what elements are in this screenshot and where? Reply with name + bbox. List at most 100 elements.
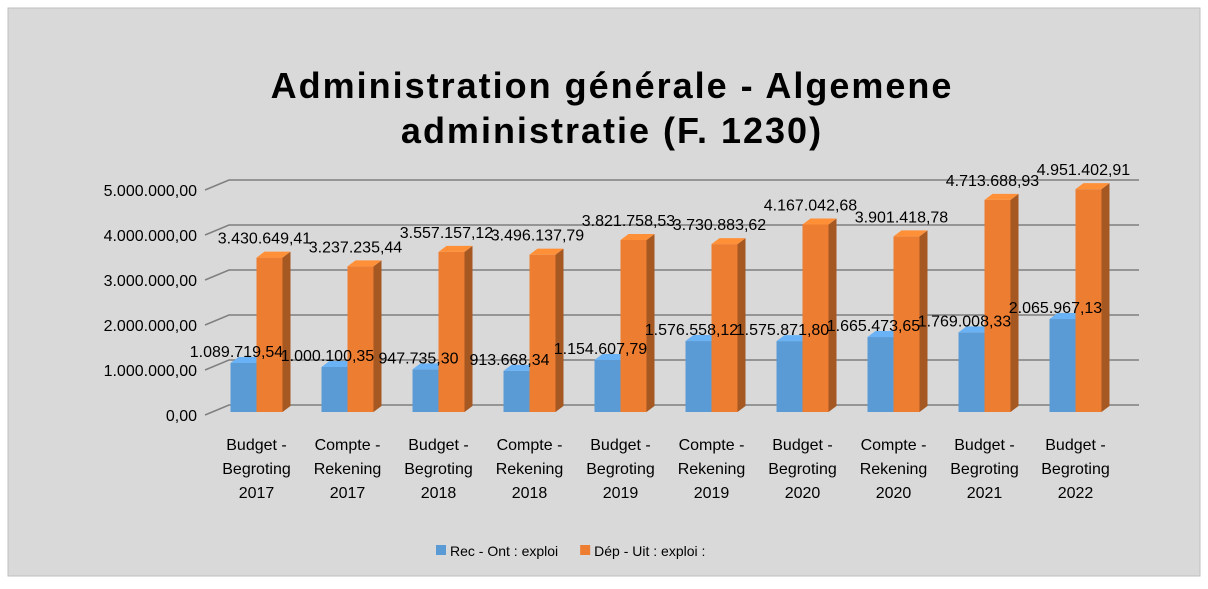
- chart-title: Administration générale - Algemene: [271, 65, 954, 106]
- bar-front: [802, 224, 829, 412]
- data-label: 3.821.758,53: [582, 213, 676, 230]
- x-tick-label: Budget -: [408, 437, 468, 454]
- bar-top: [802, 218, 837, 225]
- x-tick-label: 2017: [330, 485, 366, 502]
- bar-top: [867, 331, 902, 338]
- bar: [802, 218, 837, 412]
- bar-front: [984, 199, 1011, 412]
- bar-side: [282, 251, 291, 412]
- bar-front: [412, 369, 439, 412]
- bar: [711, 238, 746, 412]
- x-tick-label: Budget -: [226, 437, 286, 454]
- data-label: 1.575.871,80: [736, 322, 830, 339]
- x-tick-label: Compte -: [861, 437, 927, 454]
- x-tick-label: 2020: [785, 485, 821, 502]
- y-tick-label: 5.000.000,00: [104, 183, 198, 200]
- bar-top: [711, 238, 746, 245]
- bar: [529, 248, 564, 412]
- bar-side: [919, 230, 928, 412]
- x-tick-label: Compte -: [679, 437, 745, 454]
- bar-front: [711, 244, 738, 412]
- bar-front: [438, 251, 465, 412]
- legend-swatch: [436, 545, 446, 555]
- bar-side: [464, 245, 473, 412]
- data-label: 913.668,34: [469, 352, 549, 369]
- bar-front: [893, 236, 920, 412]
- bar-top: [958, 326, 993, 333]
- x-tick-label: Begroting: [586, 461, 655, 478]
- x-tick-label: 2020: [876, 485, 912, 502]
- bar-top: [1075, 183, 1110, 190]
- data-label: 3.730.883,62: [673, 217, 767, 234]
- x-tick-label: Begroting: [768, 461, 837, 478]
- bar-side: [646, 234, 655, 412]
- data-label: 947.735,30: [378, 350, 458, 367]
- data-label: 3.901.418,78: [855, 209, 949, 226]
- bar-front: [230, 362, 257, 412]
- x-tick-label: 2019: [694, 485, 730, 502]
- data-label: 3.430.649,41: [218, 231, 312, 248]
- legend-label: Dép - Uit : exploi :: [594, 543, 705, 559]
- data-label: 1.089.719,54: [190, 344, 284, 361]
- bar-side: [737, 238, 746, 412]
- data-label: 1.769.008,33: [918, 313, 1012, 330]
- bar: [1075, 183, 1110, 412]
- bar: [347, 260, 382, 412]
- x-tick-label: Compte -: [497, 437, 563, 454]
- data-label: 3.237.235,44: [309, 239, 403, 256]
- bar-front: [620, 240, 647, 412]
- bar-front: [1049, 319, 1076, 412]
- x-tick-label: 2019: [603, 485, 639, 502]
- bar-top: [256, 251, 291, 258]
- x-tick-label: Rekening: [860, 461, 928, 478]
- bar-top: [685, 335, 720, 342]
- bar-front: [776, 341, 803, 412]
- bar-side: [373, 260, 382, 412]
- bar-front: [594, 360, 621, 412]
- x-tick-label: 2021: [967, 485, 1003, 502]
- bar: [893, 230, 928, 412]
- data-label: 4.167.042,68: [764, 197, 858, 214]
- bar-top: [594, 354, 629, 361]
- bar-top: [321, 360, 356, 367]
- bar-front: [867, 337, 894, 412]
- y-tick-label: 2.000.000,00: [104, 318, 198, 335]
- grid-line: [204, 179, 1139, 191]
- chart-title: administratie (F. 1230): [401, 110, 823, 151]
- data-label: 4.951.402,91: [1037, 162, 1131, 179]
- x-tick-label: Budget -: [590, 437, 650, 454]
- y-tick-label: 0,00: [166, 408, 197, 425]
- legend-label: Rec - Ont : exploi: [450, 543, 558, 559]
- bar-top: [347, 260, 382, 267]
- bar-front: [685, 341, 712, 412]
- bar-top: [438, 245, 473, 252]
- bar-side: [1010, 193, 1019, 412]
- bar-front: [256, 257, 283, 412]
- x-tick-label: 2017: [239, 485, 275, 502]
- bar-top: [984, 193, 1019, 200]
- x-tick-label: Begroting: [222, 461, 291, 478]
- bar-top: [529, 248, 564, 255]
- bar-front: [529, 254, 556, 412]
- data-label: 3.557.157,12: [400, 225, 494, 242]
- data-label: 1.154.607,79: [554, 341, 648, 358]
- bar-front: [347, 266, 374, 412]
- bar-top: [412, 363, 447, 370]
- data-label: 3.496.137,79: [491, 228, 585, 245]
- data-label: 1.665.473,65: [827, 318, 921, 335]
- bar-top: [893, 230, 928, 237]
- bar-top: [620, 234, 655, 241]
- x-tick-label: Rekening: [496, 461, 564, 478]
- bar: [438, 245, 473, 412]
- data-label: 1.576.558,12: [645, 322, 739, 339]
- x-tick-label: Begroting: [404, 461, 473, 478]
- bar-side: [828, 218, 837, 412]
- x-tick-label: Rekening: [678, 461, 746, 478]
- y-tick-label: 1.000.000,00: [104, 363, 198, 380]
- bar: [256, 251, 291, 412]
- x-tick-label: Budget -: [1045, 437, 1105, 454]
- x-tick-label: Begroting: [1041, 461, 1110, 478]
- y-tick-label: 3.000.000,00: [104, 273, 198, 290]
- x-tick-label: Rekening: [314, 461, 382, 478]
- data-label: 2.065.967,13: [1009, 300, 1103, 317]
